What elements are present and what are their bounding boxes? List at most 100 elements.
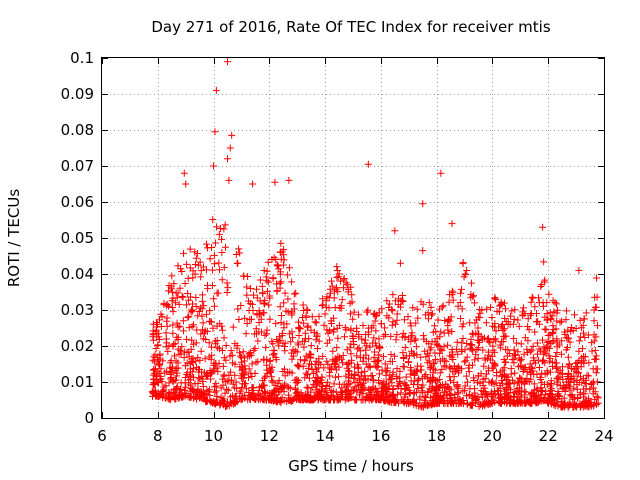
- data-point: [350, 363, 358, 371]
- data-point: [575, 266, 583, 274]
- data-point: [570, 378, 578, 386]
- data-point: [209, 399, 217, 407]
- data-point: [428, 396, 436, 404]
- data-point: [323, 339, 331, 347]
- data-point: [362, 351, 370, 359]
- data-point: [510, 334, 518, 342]
- data-point: [458, 339, 466, 347]
- data-point: [422, 337, 430, 345]
- data-point: [555, 392, 563, 400]
- data-point: [448, 287, 456, 295]
- data-point: [338, 388, 346, 396]
- data-point: [502, 345, 510, 353]
- data-point: [460, 358, 468, 366]
- data-point: [326, 383, 334, 391]
- data-point: [416, 395, 424, 403]
- data-point: [399, 397, 407, 405]
- data-point: [157, 372, 165, 380]
- data-point: [375, 370, 383, 378]
- data-point: [554, 391, 562, 399]
- data-point: [244, 396, 252, 404]
- data-point: [262, 273, 270, 281]
- data-point: [229, 323, 237, 331]
- data-point: [564, 353, 572, 361]
- data-point: [294, 395, 302, 403]
- data-point: [265, 301, 273, 309]
- data-point: [573, 385, 581, 393]
- data-point: [484, 348, 492, 356]
- data-point: [437, 328, 445, 336]
- grid-lines: [102, 58, 604, 418]
- data-point: [553, 374, 561, 382]
- data-point: [414, 362, 422, 370]
- data-point: [461, 271, 469, 279]
- data-point: [488, 314, 496, 322]
- data-point: [507, 365, 515, 373]
- data-point: [303, 305, 311, 313]
- data-point: [511, 306, 519, 314]
- data-point: [475, 344, 483, 352]
- data-point: [567, 364, 575, 372]
- data-point: [468, 341, 476, 349]
- data-point: [350, 337, 358, 345]
- data-point: [490, 380, 498, 388]
- data-point: [191, 248, 199, 256]
- data-point: [206, 369, 214, 377]
- data-point: [266, 365, 274, 373]
- data-point: [323, 395, 331, 403]
- data-point: [454, 302, 462, 310]
- data-point: [588, 379, 596, 387]
- data-point: [472, 351, 480, 359]
- data-point: [510, 346, 518, 354]
- data-point: [397, 297, 405, 305]
- data-point: [182, 301, 190, 309]
- data-point: [343, 360, 351, 368]
- data-point: [471, 356, 479, 364]
- data-point: [233, 259, 241, 267]
- y-tick-label: 0.05: [61, 229, 94, 247]
- data-point: [218, 322, 226, 330]
- data-point: [535, 398, 543, 406]
- data-point: [349, 332, 357, 340]
- data-point: [174, 289, 182, 297]
- data-point: [284, 271, 292, 279]
- data-point: [163, 314, 171, 322]
- data-point: [212, 239, 220, 247]
- data-point: [468, 279, 476, 287]
- data-point: [150, 389, 158, 397]
- data-point: [276, 336, 284, 344]
- data-point: [160, 299, 168, 307]
- data-point: [359, 379, 367, 387]
- data-point: [579, 345, 587, 353]
- data-point: [513, 399, 521, 407]
- data-point: [198, 312, 206, 320]
- data-point: [303, 323, 311, 331]
- data-point: [591, 346, 599, 354]
- data-point: [434, 397, 442, 405]
- data-point: [257, 315, 265, 323]
- data-point: [218, 249, 226, 257]
- data-point: [544, 331, 552, 339]
- data-point: [587, 381, 595, 389]
- data-point: [173, 333, 181, 341]
- data-point: [304, 394, 312, 402]
- data-point: [497, 390, 505, 398]
- y-tick-label: 0.01: [61, 373, 94, 391]
- data-point: [529, 367, 537, 375]
- data-point: [348, 372, 356, 380]
- data-point: [500, 299, 508, 307]
- data-point: [322, 297, 330, 305]
- data-point: [249, 291, 257, 299]
- data-point: [387, 375, 395, 383]
- data-point: [278, 329, 286, 337]
- data-point: [349, 315, 357, 323]
- x-tick-label: 18: [427, 427, 446, 445]
- data-point: [440, 343, 448, 351]
- data-point: [250, 330, 258, 338]
- data-point: [308, 313, 316, 321]
- data-point: [471, 396, 479, 404]
- data-point: [314, 374, 322, 382]
- data-point: [436, 393, 444, 401]
- data-point: [575, 357, 583, 365]
- data-point: [457, 398, 465, 406]
